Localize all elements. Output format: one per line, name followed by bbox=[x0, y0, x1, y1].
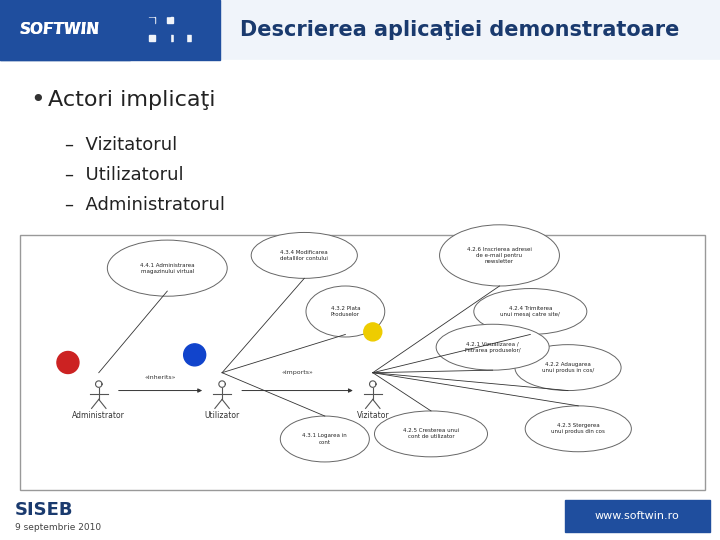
Ellipse shape bbox=[515, 345, 621, 390]
Text: SOFTWIN: SOFTWIN bbox=[20, 23, 100, 37]
Ellipse shape bbox=[107, 240, 228, 296]
Text: 4.2.2 Adaugarea
unui produs in cos/: 4.2.2 Adaugarea unui produs in cos/ bbox=[542, 362, 594, 373]
Ellipse shape bbox=[440, 225, 559, 286]
Text: 4.2.6 Inscrierea adresei
de e-mail pentru
newsletter: 4.2.6 Inscrierea adresei de e-mail pentr… bbox=[467, 247, 532, 264]
Circle shape bbox=[364, 323, 382, 341]
Bar bbox=[140, 8, 154, 22]
Bar bbox=[158, 44, 172, 58]
Bar bbox=[167, 17, 173, 23]
Ellipse shape bbox=[474, 288, 587, 334]
Ellipse shape bbox=[525, 406, 631, 452]
Text: «inherits»: «inherits» bbox=[145, 375, 176, 380]
Text: 4.3.4 Modificarea
detallilor contului: 4.3.4 Modificarea detallilor contului bbox=[280, 250, 328, 261]
Bar bbox=[0, 0, 130, 60]
Text: 4.2.3 Stergerea
unui produs din cos: 4.2.3 Stergerea unui produs din cos bbox=[552, 423, 606, 434]
Bar bbox=[0, 0, 220, 60]
Bar bbox=[176, 44, 190, 58]
Circle shape bbox=[184, 344, 206, 366]
Bar bbox=[176, 8, 190, 22]
Text: 4.2.1 Vizualizarea /
Filtrarea produselor/: 4.2.1 Vizualizarea / Filtrarea produselo… bbox=[465, 342, 521, 353]
Bar bbox=[149, 35, 155, 41]
Bar bbox=[20, 235, 705, 490]
Bar bbox=[194, 26, 208, 40]
Ellipse shape bbox=[251, 232, 357, 278]
Bar bbox=[149, 17, 155, 23]
Bar bbox=[142, 4, 154, 16]
Circle shape bbox=[57, 352, 79, 374]
Text: Administrator: Administrator bbox=[72, 411, 125, 420]
Bar bbox=[194, 8, 208, 22]
Text: 9 septembrie 2010: 9 septembrie 2010 bbox=[15, 523, 101, 531]
Bar bbox=[192, 18, 204, 30]
Text: 4.3.2 Plata
Produselor: 4.3.2 Plata Produselor bbox=[330, 306, 360, 317]
Text: •: • bbox=[30, 88, 45, 112]
Text: Utilizator: Utilizator bbox=[204, 411, 240, 420]
Bar bbox=[174, 46, 186, 58]
Text: –  Administratorul: – Administratorul bbox=[65, 196, 225, 214]
Bar bbox=[194, 44, 208, 58]
Text: –  Utilizatorul: – Utilizatorul bbox=[65, 166, 184, 184]
Bar bbox=[140, 26, 154, 40]
Bar bbox=[0, 60, 720, 540]
Text: SISEB: SISEB bbox=[15, 501, 73, 519]
Text: 4.2.5 Cresterea unui
cont de utilizator: 4.2.5 Cresterea unui cont de utilizator bbox=[403, 428, 459, 440]
Bar bbox=[158, 32, 170, 44]
Bar bbox=[192, 4, 204, 16]
Ellipse shape bbox=[306, 286, 384, 337]
Text: 4.4.1 Administrarea
magazinului virtual: 4.4.1 Administrarea magazinului virtual bbox=[140, 262, 194, 274]
Bar bbox=[174, 4, 186, 16]
Bar bbox=[142, 18, 154, 30]
Ellipse shape bbox=[436, 324, 549, 370]
Ellipse shape bbox=[374, 411, 487, 457]
Text: Descrierea aplicaţiei demonstratoare: Descrierea aplicaţiei demonstratoare bbox=[240, 20, 680, 40]
Ellipse shape bbox=[280, 416, 369, 462]
Bar bbox=[167, 35, 173, 41]
Bar bbox=[192, 32, 204, 44]
Text: Actori implicaţi: Actori implicaţi bbox=[48, 90, 215, 110]
Text: www.softwin.ro: www.softwin.ro bbox=[595, 511, 680, 521]
Bar bbox=[158, 8, 172, 22]
Bar bbox=[565, 500, 710, 532]
Text: 4.2.4 Trimiterea
unui mesaj catre site/: 4.2.4 Trimiterea unui mesaj catre site/ bbox=[500, 306, 560, 317]
Text: SOFTWIN: SOFTWIN bbox=[20, 23, 100, 37]
Text: –  Vizitatorul: – Vizitatorul bbox=[65, 136, 177, 154]
Text: 4.3.1 Logarea in
cont: 4.3.1 Logarea in cont bbox=[302, 434, 347, 444]
Bar bbox=[158, 4, 170, 16]
Bar bbox=[174, 32, 186, 44]
Bar bbox=[185, 35, 191, 41]
Text: «imports»: «imports» bbox=[282, 370, 313, 375]
Text: Vizitator: Vizitator bbox=[356, 411, 389, 420]
